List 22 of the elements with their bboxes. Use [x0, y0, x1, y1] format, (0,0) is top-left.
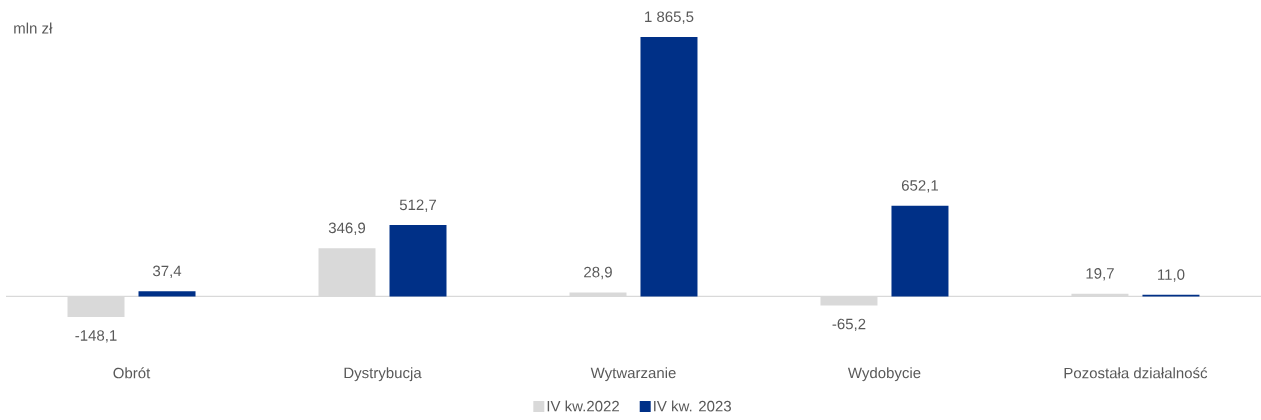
- bar: [891, 205, 949, 297]
- x-tick-label: Dystrybucja: [344, 367, 422, 382]
- data-label: 37,4: [152, 265, 182, 278]
- data-label: 346,9: [328, 222, 366, 235]
- data-label: -65,2: [832, 318, 866, 332]
- data-label: 1 865,5: [645, 11, 694, 24]
- bar: [640, 37, 698, 297]
- legend-label: IV kw.2022: [547, 400, 619, 412]
- bar: [389, 225, 447, 297]
- data-label: 512,7: [399, 199, 437, 212]
- data-label: -148,1: [75, 330, 117, 343]
- data-label: 28,9: [584, 266, 612, 280]
- y-axis-title: mln zł: [14, 22, 53, 34]
- x-tick-label: Pozostała działalność: [1064, 367, 1208, 379]
- data-label: 652,1: [901, 180, 938, 193]
- x-tick-label: Wydobycie: [847, 367, 921, 382]
- legend-label: IV kw. 2023: [654, 400, 731, 412]
- bar: [138, 291, 196, 297]
- data-label: 11,0: [1158, 269, 1185, 282]
- data-label: 19,7: [1086, 268, 1114, 281]
- x-tick-label: Obrót: [113, 367, 151, 379]
- x-tick-label: Wytwarzanie: [590, 367, 676, 382]
